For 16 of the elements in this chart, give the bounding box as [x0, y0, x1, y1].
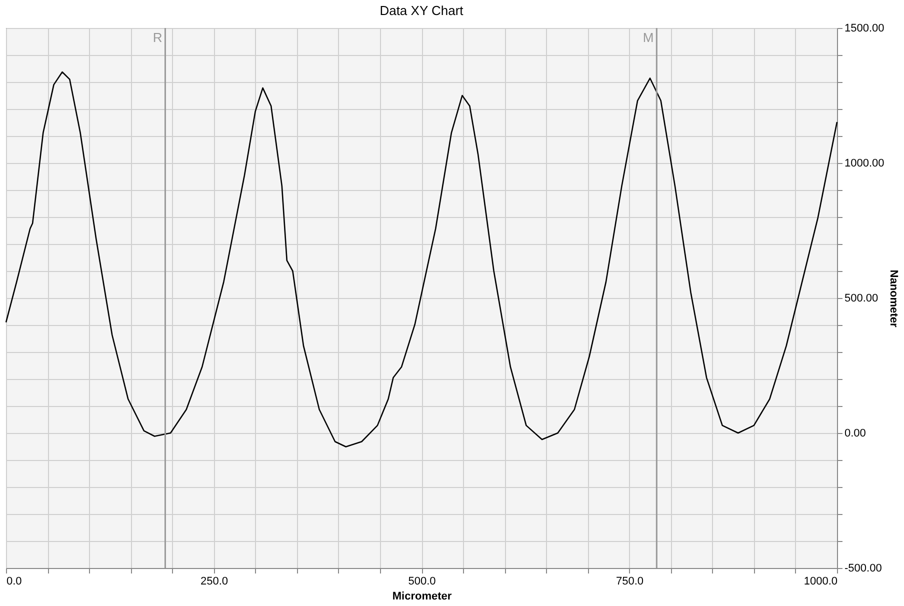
- ref-line-label: M: [642, 30, 654, 45]
- x-tick-label: 750.0: [616, 576, 644, 588]
- x-tick-label: 500.0: [408, 576, 436, 588]
- y-axis-title: Nanometer: [887, 270, 900, 328]
- chart-title: Data XY Chart: [380, 3, 464, 18]
- y-tick-label: 1500.00: [844, 22, 884, 34]
- y-tick-label: 1000.00: [844, 158, 884, 170]
- ref-line-label: R: [152, 30, 162, 45]
- x-tick-label: 1000.0: [804, 576, 838, 588]
- x-tick-label: 0.0: [6, 576, 22, 588]
- y-tick-label: -500.00: [844, 562, 882, 574]
- y-tick-label: 0.00: [844, 428, 866, 440]
- x-tick-label: 250.0: [200, 576, 228, 588]
- x-axis-title: Micrometer: [392, 590, 452, 602]
- y-tick-label: 500.00: [844, 292, 878, 304]
- line-series: [5, 71, 838, 448]
